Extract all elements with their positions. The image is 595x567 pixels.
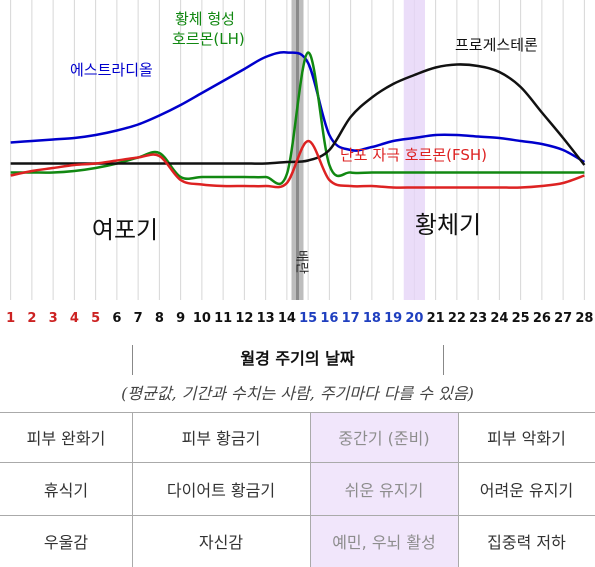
day-label: 7	[133, 311, 143, 326]
series-line-3	[10, 139, 585, 189]
day-label: 25	[511, 311, 530, 326]
series-label-fsh: 난포 자극 호르몬(FSH)	[340, 146, 487, 164]
x-axis-subcaption: (평균값, 기간과 수치는 사람, 주기마다 다를 수 있음)	[121, 384, 474, 403]
table-col-divider	[310, 412, 311, 567]
day-label: 1	[6, 311, 16, 326]
table-cell: 피부 악화기	[487, 429, 566, 448]
table-cell: 쉬운 유지기	[344, 480, 424, 500]
day-label: 15	[299, 311, 318, 326]
day-label: 19	[384, 311, 403, 326]
table-row-divider	[0, 515, 595, 516]
table-row-divider	[0, 462, 595, 463]
day-label: 14	[277, 311, 296, 326]
day-label: 13	[256, 311, 275, 326]
table-col-divider	[132, 412, 133, 567]
table-cell: 예민, 우뇌 활성	[332, 533, 436, 552]
day-20-highlight-band	[403, 0, 425, 300]
day-label: 18	[362, 311, 381, 326]
day-label: 6	[112, 311, 122, 326]
table-cell: 중간기 (준비)	[338, 429, 430, 448]
phase-label-follicular: 여포기	[92, 216, 158, 244]
table-cell: 다이어트 황금기	[166, 480, 276, 500]
table-row-divider	[0, 412, 595, 413]
day-label: 2	[27, 311, 37, 326]
table-cell: 자신감	[198, 533, 244, 552]
table-cell: 피부 황금기	[181, 429, 261, 448]
day-label: 26	[532, 311, 551, 326]
day-label: 16	[320, 311, 339, 326]
series-label-progesterone: 프로게스테론	[455, 36, 538, 54]
day-label: 17	[341, 311, 360, 326]
x-axis-day-labels: 1 2 3 4 5 6 7 8 9 10 11 12 13 14 15 16 17 18 19 20 21 22 23 24 2…	[0, 308, 595, 330]
series-label-lh-2: 호르몬(LH)	[172, 30, 245, 48]
series-line-1	[10, 51, 585, 186]
day-label: 12	[235, 311, 254, 326]
table-col-divider	[458, 412, 459, 567]
day-label: 9	[176, 311, 186, 326]
day-label: 5	[91, 311, 101, 326]
table-cell: 집중력 저하	[487, 533, 566, 552]
day-label: 22	[447, 311, 466, 326]
phase-label-ovulation: 배란	[294, 250, 309, 274]
day-label: 20	[405, 311, 424, 326]
day-label: 27	[554, 311, 573, 326]
series-label-estradiol: 에스트라디올	[70, 61, 153, 79]
caption-divider-left	[132, 345, 133, 375]
grid-lines	[10, 0, 585, 300]
phase-label-luteal: 황체기	[415, 211, 481, 239]
day-label: 24	[490, 311, 509, 326]
table-cell: 어려운 유지기	[479, 480, 574, 500]
series-line-0	[10, 51, 585, 164]
series-label-lh-1: 황체 형성	[175, 10, 235, 28]
x-axis-caption: 월경 주기의 날짜	[240, 349, 355, 368]
highlight-column	[310, 412, 458, 567]
table-cell: 우울감	[43, 533, 89, 552]
day-label: 21	[426, 311, 445, 326]
day-label: 4	[69, 311, 79, 326]
day-label: 23	[469, 311, 488, 326]
caption-divider-right	[443, 345, 444, 375]
table-cell: 피부 완화기	[26, 429, 106, 448]
day-label: 8	[154, 311, 164, 326]
day-label: 10	[192, 311, 211, 326]
day-label: 3	[48, 311, 58, 326]
series-lines	[10, 51, 586, 189]
day-label: 11	[214, 311, 233, 326]
table-cell: 휴식기	[43, 480, 89, 500]
day-label: 28	[575, 311, 594, 326]
